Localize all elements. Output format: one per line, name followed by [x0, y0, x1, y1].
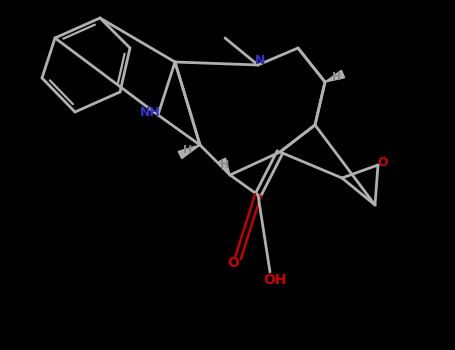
Text: NH: NH	[140, 106, 160, 119]
Text: H: H	[220, 160, 230, 170]
Polygon shape	[218, 158, 230, 175]
Polygon shape	[178, 145, 200, 159]
Text: O: O	[378, 155, 388, 168]
Text: H: H	[332, 72, 342, 82]
Polygon shape	[325, 70, 344, 82]
Text: N: N	[255, 54, 265, 66]
Text: O: O	[227, 256, 239, 270]
Text: OH: OH	[263, 273, 287, 287]
Text: H: H	[183, 145, 192, 155]
